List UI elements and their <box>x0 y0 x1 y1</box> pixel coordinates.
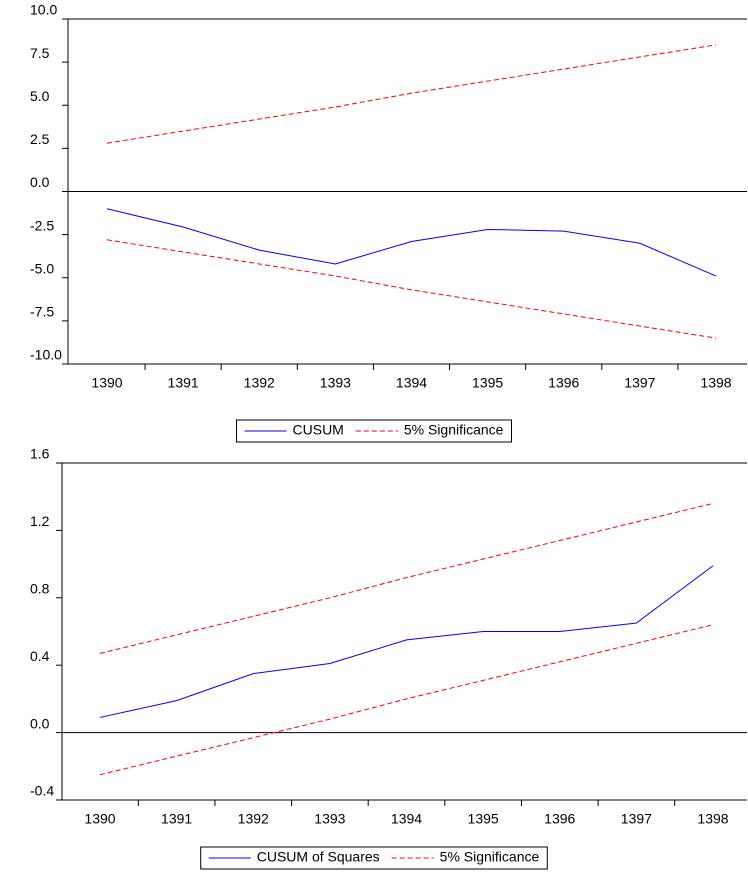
x-tick-label: 1391 <box>168 375 199 391</box>
legend-label: 5% Significance <box>440 849 540 865</box>
y-tick-label: 10.0 <box>30 2 57 18</box>
y-tick-label: -7.5 <box>30 304 54 320</box>
x-tick-label: 1390 <box>91 375 122 391</box>
legend-label: CUSUM of Squares <box>257 849 380 865</box>
x-tick-label: 1396 <box>548 375 579 391</box>
x-tick-label: 1395 <box>472 375 503 391</box>
x-tick-label: 1398 <box>700 375 731 391</box>
x-tick-label: 1392 <box>238 811 269 827</box>
y-tick-label: 0.0 <box>30 715 50 731</box>
y-tick-label: 0.8 <box>30 581 50 597</box>
y-tick-label: -0.4 <box>30 783 54 799</box>
data-line <box>106 208 717 277</box>
data-line <box>106 44 717 144</box>
x-tick-label: 1397 <box>621 811 652 827</box>
legend <box>200 846 548 870</box>
y-tick-label: 0.0 <box>30 174 50 190</box>
legend-label: 5% Significance <box>404 422 504 438</box>
x-tick-label: 1398 <box>697 811 728 827</box>
data-line <box>99 565 714 718</box>
y-tick-label: 5.0 <box>30 88 50 104</box>
x-tick-label: 1393 <box>314 811 345 827</box>
y-tick-label: 1.6 <box>30 446 50 462</box>
y-tick-label: -2.5 <box>30 217 54 233</box>
y-tick-label: -10.0 <box>30 347 62 363</box>
data-line <box>99 624 714 776</box>
data-line <box>99 502 714 654</box>
x-tick-label: 1394 <box>396 375 427 391</box>
data-line <box>106 239 717 339</box>
x-tick-label: 1397 <box>624 375 655 391</box>
x-tick-label: 1393 <box>320 375 351 391</box>
y-tick-label: 7.5 <box>30 45 50 61</box>
x-tick-label: 1391 <box>161 811 192 827</box>
y-tick-label: 0.4 <box>30 648 50 664</box>
x-tick-label: 1392 <box>244 375 275 391</box>
legend-label: CUSUM <box>293 422 344 438</box>
x-tick-label: 1394 <box>391 811 422 827</box>
y-tick-label: -5.0 <box>30 260 54 276</box>
x-tick-label: 1395 <box>468 811 499 827</box>
y-tick-label: 1.2 <box>30 513 50 529</box>
x-tick-label: 1390 <box>84 811 115 827</box>
y-tick-label: 2.5 <box>30 131 50 147</box>
x-tick-label: 1396 <box>544 811 575 827</box>
